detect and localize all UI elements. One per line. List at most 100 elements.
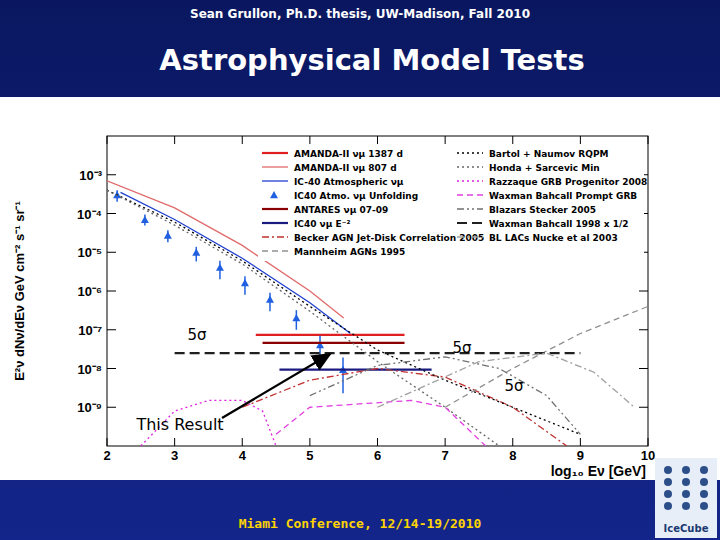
legend-label: AMANDA-II νμ 1387 d [294,149,403,159]
x-tick [174,438,175,446]
y-tick [107,213,116,214]
legend: AMANDA-II νμ 1387 d AMANDA-II νμ 807 d IC-… [258,144,647,261]
logo-dot [682,478,690,486]
data-point [292,314,300,321]
logo-dot [682,490,690,498]
y-tick [107,368,116,369]
header: Sean Grullon, Ph.D. thesis, UW-Madison, … [190,7,530,21]
error-bar [319,336,321,362]
legend-label: IC40 νμ E⁻² [294,219,350,229]
x-tick [242,136,243,144]
legend-label: Blazars Stecker 2005 [489,205,596,215]
series-line [310,357,581,435]
x-tick [445,438,446,446]
content-area [0,97,720,480]
annotation: 5σ [452,339,472,357]
legend-line [262,180,288,181]
legend-label: Bartol + Naumov RQPM [489,149,609,159]
legend-label: Razzaque GRB Progenitor 2008 [489,177,647,187]
y-tick [639,291,648,292]
x-tick [580,136,581,144]
x-tick [309,438,310,446]
series-line [242,369,567,447]
logo-dot [700,490,708,498]
annotation-arrow [222,354,330,418]
logo-dot [664,478,672,486]
legend-line [262,208,288,210]
y-tick-label: 10⁻⁴ [77,207,102,222]
series-line [276,400,486,446]
plot-frame [107,136,648,446]
x-tick [107,438,108,446]
legend-label: Mannheim AGNs 1995 [294,247,405,257]
legend-label: Honda + Sarcevic Min [489,163,600,173]
legend-box [258,144,644,261]
x-tick-label: 5 [306,448,313,463]
axes: 234567891010⁻⁹10⁻⁸10⁻⁷10⁻⁶10⁻⁵10⁻⁴10⁻³lo… [12,136,655,479]
logo: IceCube [655,458,717,538]
logo-dot [682,466,690,474]
legend-label: AMANDA-II νμ 807 d [294,163,397,173]
x-tick-label: 10 [641,448,655,463]
annotation: This Result [135,415,223,434]
y-tick-label: 10⁻⁹ [77,400,102,415]
x-tick [445,136,446,144]
x-tick [648,136,649,144]
y-tick [107,252,116,253]
legend-line [262,166,288,167]
annotation: 5σ [504,377,524,395]
x-tick-label: 9 [577,448,584,463]
x-tick [242,438,243,446]
x-tick-label: 7 [442,448,449,463]
logo-dot [700,478,708,486]
title: Astrophysical Model Tests [159,43,584,77]
legend-label: IC40 Atmo. νμ Unfolding [294,191,418,201]
legend-line [262,152,288,154]
data-point [141,216,149,223]
legend-label: Waxman Bahcall 1998 x 1/2 [489,219,628,229]
x-tick [648,438,649,446]
x-tick-label: 6 [374,448,381,463]
x-tick [512,438,513,446]
data-point [266,296,274,303]
logo-dot [682,502,690,510]
logo-box [655,458,717,538]
y-tick-label: 10⁻⁸ [77,362,102,377]
logo-dot [664,490,672,498]
legend-line [457,194,483,195]
y-tick [107,407,116,408]
data-point [216,264,224,271]
legend-line [457,222,483,224]
legend-line [457,180,483,181]
logo-dot [664,466,672,474]
y-tick [107,174,116,175]
data-point [164,232,172,239]
series-line [256,334,405,336]
y-axis-label: E²ν dNν/dEν GeV cm⁻² s⁻¹ sr⁻¹ [12,201,27,381]
x-tick-label: 3 [171,448,178,463]
x-tick [107,136,108,144]
background [0,0,720,540]
legend-line [457,208,483,209]
x-tick [309,136,310,144]
data-point [192,249,200,256]
legend-line [457,236,483,237]
annotation: 5σ [187,326,207,344]
legend-label: IC-40 Atmospheric νμ [294,177,404,187]
logo-text: IceCube [664,523,709,534]
y-tick-label: 10⁻⁷ [78,323,102,338]
legend-line [262,222,288,224]
series-line [378,353,635,407]
x-tick [174,136,175,144]
x-tick-label: 8 [509,448,516,463]
logo-dot [700,466,708,474]
y-tick [639,329,648,330]
legend-line [262,250,288,251]
legend-line [457,152,483,153]
legend-label: ANTARES νμ 07-09 [294,205,388,215]
series-line [263,342,405,344]
error-bar [342,357,344,393]
footer: Miami Conference, 12/14-19/2010 [239,516,482,531]
legend-label: Becker AGN Jet-Disk Correlation 2005 [294,233,484,243]
x-tick [580,438,581,446]
